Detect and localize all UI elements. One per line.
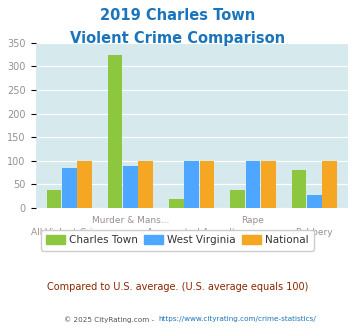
Text: Violent Crime Comparison: Violent Crime Comparison [70, 31, 285, 46]
Bar [261, 161, 275, 208]
Text: https://www.cityrating.com/crime-statistics/: https://www.cityrating.com/crime-statist… [158, 316, 316, 322]
Bar [77, 161, 92, 208]
Bar [291, 170, 306, 208]
Bar [246, 161, 260, 208]
Text: Murder & Mans...: Murder & Mans... [92, 216, 169, 225]
Text: © 2025 CityRating.com -: © 2025 CityRating.com - [64, 316, 156, 323]
Text: Robbery: Robbery [295, 228, 333, 237]
Bar [169, 199, 184, 208]
Legend: Charles Town, West Virginia, National: Charles Town, West Virginia, National [41, 230, 314, 250]
Text: 2019 Charles Town: 2019 Charles Town [100, 8, 255, 23]
Bar [307, 195, 322, 208]
Bar [322, 161, 337, 208]
Text: Rape: Rape [241, 216, 264, 225]
Bar [230, 190, 245, 208]
Bar [200, 161, 214, 208]
Bar [138, 161, 153, 208]
Bar [108, 55, 122, 208]
Text: Compared to U.S. average. (U.S. average equals 100): Compared to U.S. average. (U.S. average … [47, 282, 308, 292]
Bar [184, 161, 199, 208]
Text: Aggravated Assault: Aggravated Assault [147, 228, 236, 237]
Bar [47, 190, 61, 208]
Text: All Violent Crime: All Violent Crime [31, 228, 107, 237]
Bar [62, 168, 77, 208]
Bar [123, 166, 138, 208]
